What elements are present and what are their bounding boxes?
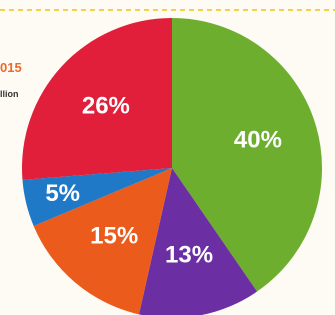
value-label: 13%: [165, 242, 213, 269]
chart: 015 llion 40% 13% 15% 5% 26%: [0, 0, 335, 315]
value-label: 15%: [90, 222, 138, 249]
annotation: llion: [0, 89, 19, 99]
value-label: 40%: [234, 127, 282, 154]
value-label: 26%: [82, 92, 130, 119]
annotation: 015: [0, 60, 22, 75]
value-label: 5%: [45, 180, 80, 207]
